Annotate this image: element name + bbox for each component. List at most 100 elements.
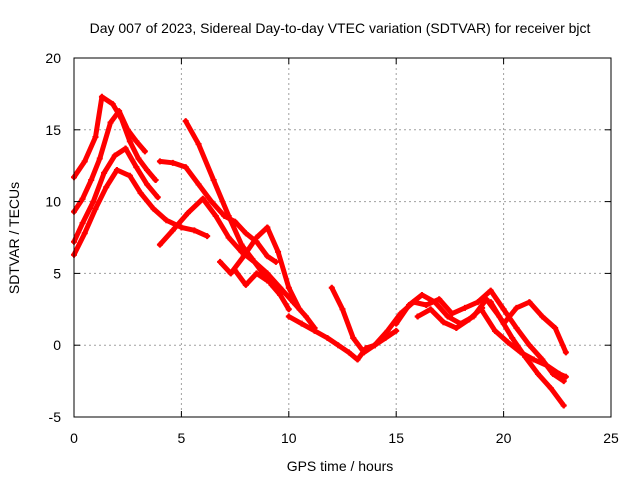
data-point [487, 299, 494, 306]
x-tick-label: 0 [70, 430, 78, 446]
data-point [461, 304, 468, 311]
data-point [144, 181, 151, 188]
data-point [133, 138, 140, 145]
data-point [264, 277, 271, 284]
data-point [509, 335, 516, 342]
data-point [238, 241, 245, 248]
data-point [444, 313, 451, 320]
data-point [210, 177, 217, 184]
data-point [191, 227, 198, 234]
data-point [195, 181, 202, 188]
data-point [253, 270, 260, 277]
data-point [81, 230, 88, 237]
data-point [393, 327, 400, 334]
data-point [169, 159, 176, 166]
x-tick-label: 10 [281, 430, 297, 446]
data-point [150, 205, 157, 212]
data-point [436, 296, 443, 303]
data-point [324, 335, 331, 342]
data-point [513, 324, 520, 331]
data-point [156, 241, 163, 248]
data-point [277, 291, 284, 298]
data-point [311, 327, 318, 334]
data-point [504, 339, 511, 346]
data-point [449, 310, 456, 317]
series-line [479, 308, 569, 380]
data-point [238, 248, 245, 255]
data-point [560, 378, 567, 385]
data-point [116, 108, 123, 115]
data-point [517, 349, 524, 356]
data-point [423, 301, 430, 308]
series-trace-5 [156, 158, 279, 265]
data-point [232, 267, 239, 274]
data-point [526, 299, 533, 306]
data-point [562, 373, 569, 380]
series-trace-9 [232, 267, 279, 288]
data-point [487, 287, 494, 294]
data-point [479, 304, 486, 311]
series-trace-4 [71, 145, 161, 245]
y-tick-label: 15 [45, 122, 61, 138]
x-tick-label: 20 [496, 430, 512, 446]
data-point [92, 205, 99, 212]
data-point [111, 152, 118, 159]
data-point [440, 319, 447, 326]
data-point [264, 253, 271, 260]
data-point [431, 299, 438, 306]
data-point [492, 327, 499, 334]
data-point [500, 320, 507, 327]
series-line [71, 94, 159, 183]
data-point [88, 177, 95, 184]
data-point [560, 402, 567, 409]
data-point [156, 158, 163, 165]
data-point [240, 253, 247, 260]
data-point [96, 155, 103, 162]
x-tick-label: 5 [178, 430, 186, 446]
data-point [184, 210, 191, 217]
data-point [113, 167, 120, 174]
series-line [415, 305, 485, 331]
data-point [427, 306, 434, 313]
data-point [81, 158, 88, 165]
data-point [275, 248, 282, 255]
data-point [242, 230, 249, 237]
data-point [414, 313, 421, 320]
data-point [124, 126, 131, 133]
data-point [406, 301, 413, 308]
y-axis-title: SDTVAR / TECUs [6, 182, 22, 294]
data-point [296, 306, 303, 313]
data-point [500, 306, 507, 313]
data-point [107, 119, 114, 126]
chart-title: Day 007 of 2023, Sidereal Day-to-day VTE… [90, 20, 591, 36]
x-tick-label: 15 [388, 430, 404, 446]
data-point [354, 356, 361, 363]
data-point [178, 224, 185, 231]
data-point [249, 256, 256, 263]
y-tick-label: -5 [49, 409, 62, 425]
data-point [217, 258, 224, 265]
data-point [328, 284, 335, 291]
data-point [208, 198, 215, 205]
data-point [152, 177, 159, 184]
data-point [133, 164, 140, 171]
series-trace-15 [479, 307, 569, 380]
data-point [126, 172, 133, 179]
data-point [144, 167, 151, 174]
data-point [285, 284, 292, 291]
data-point [371, 342, 378, 349]
data-point [242, 281, 249, 288]
data-point [212, 212, 219, 219]
data-point [339, 306, 346, 313]
data-point [79, 195, 86, 202]
data-point [272, 281, 279, 288]
data-point [103, 184, 110, 191]
data-point [253, 234, 260, 241]
data-point [556, 370, 563, 377]
data-point [264, 224, 271, 231]
y-tick-label: 10 [45, 194, 61, 210]
data-point [453, 324, 460, 331]
x-axis-title: GPS time / hours [287, 458, 394, 474]
x-tick-label: 25 [603, 430, 619, 446]
data-point [302, 313, 309, 320]
